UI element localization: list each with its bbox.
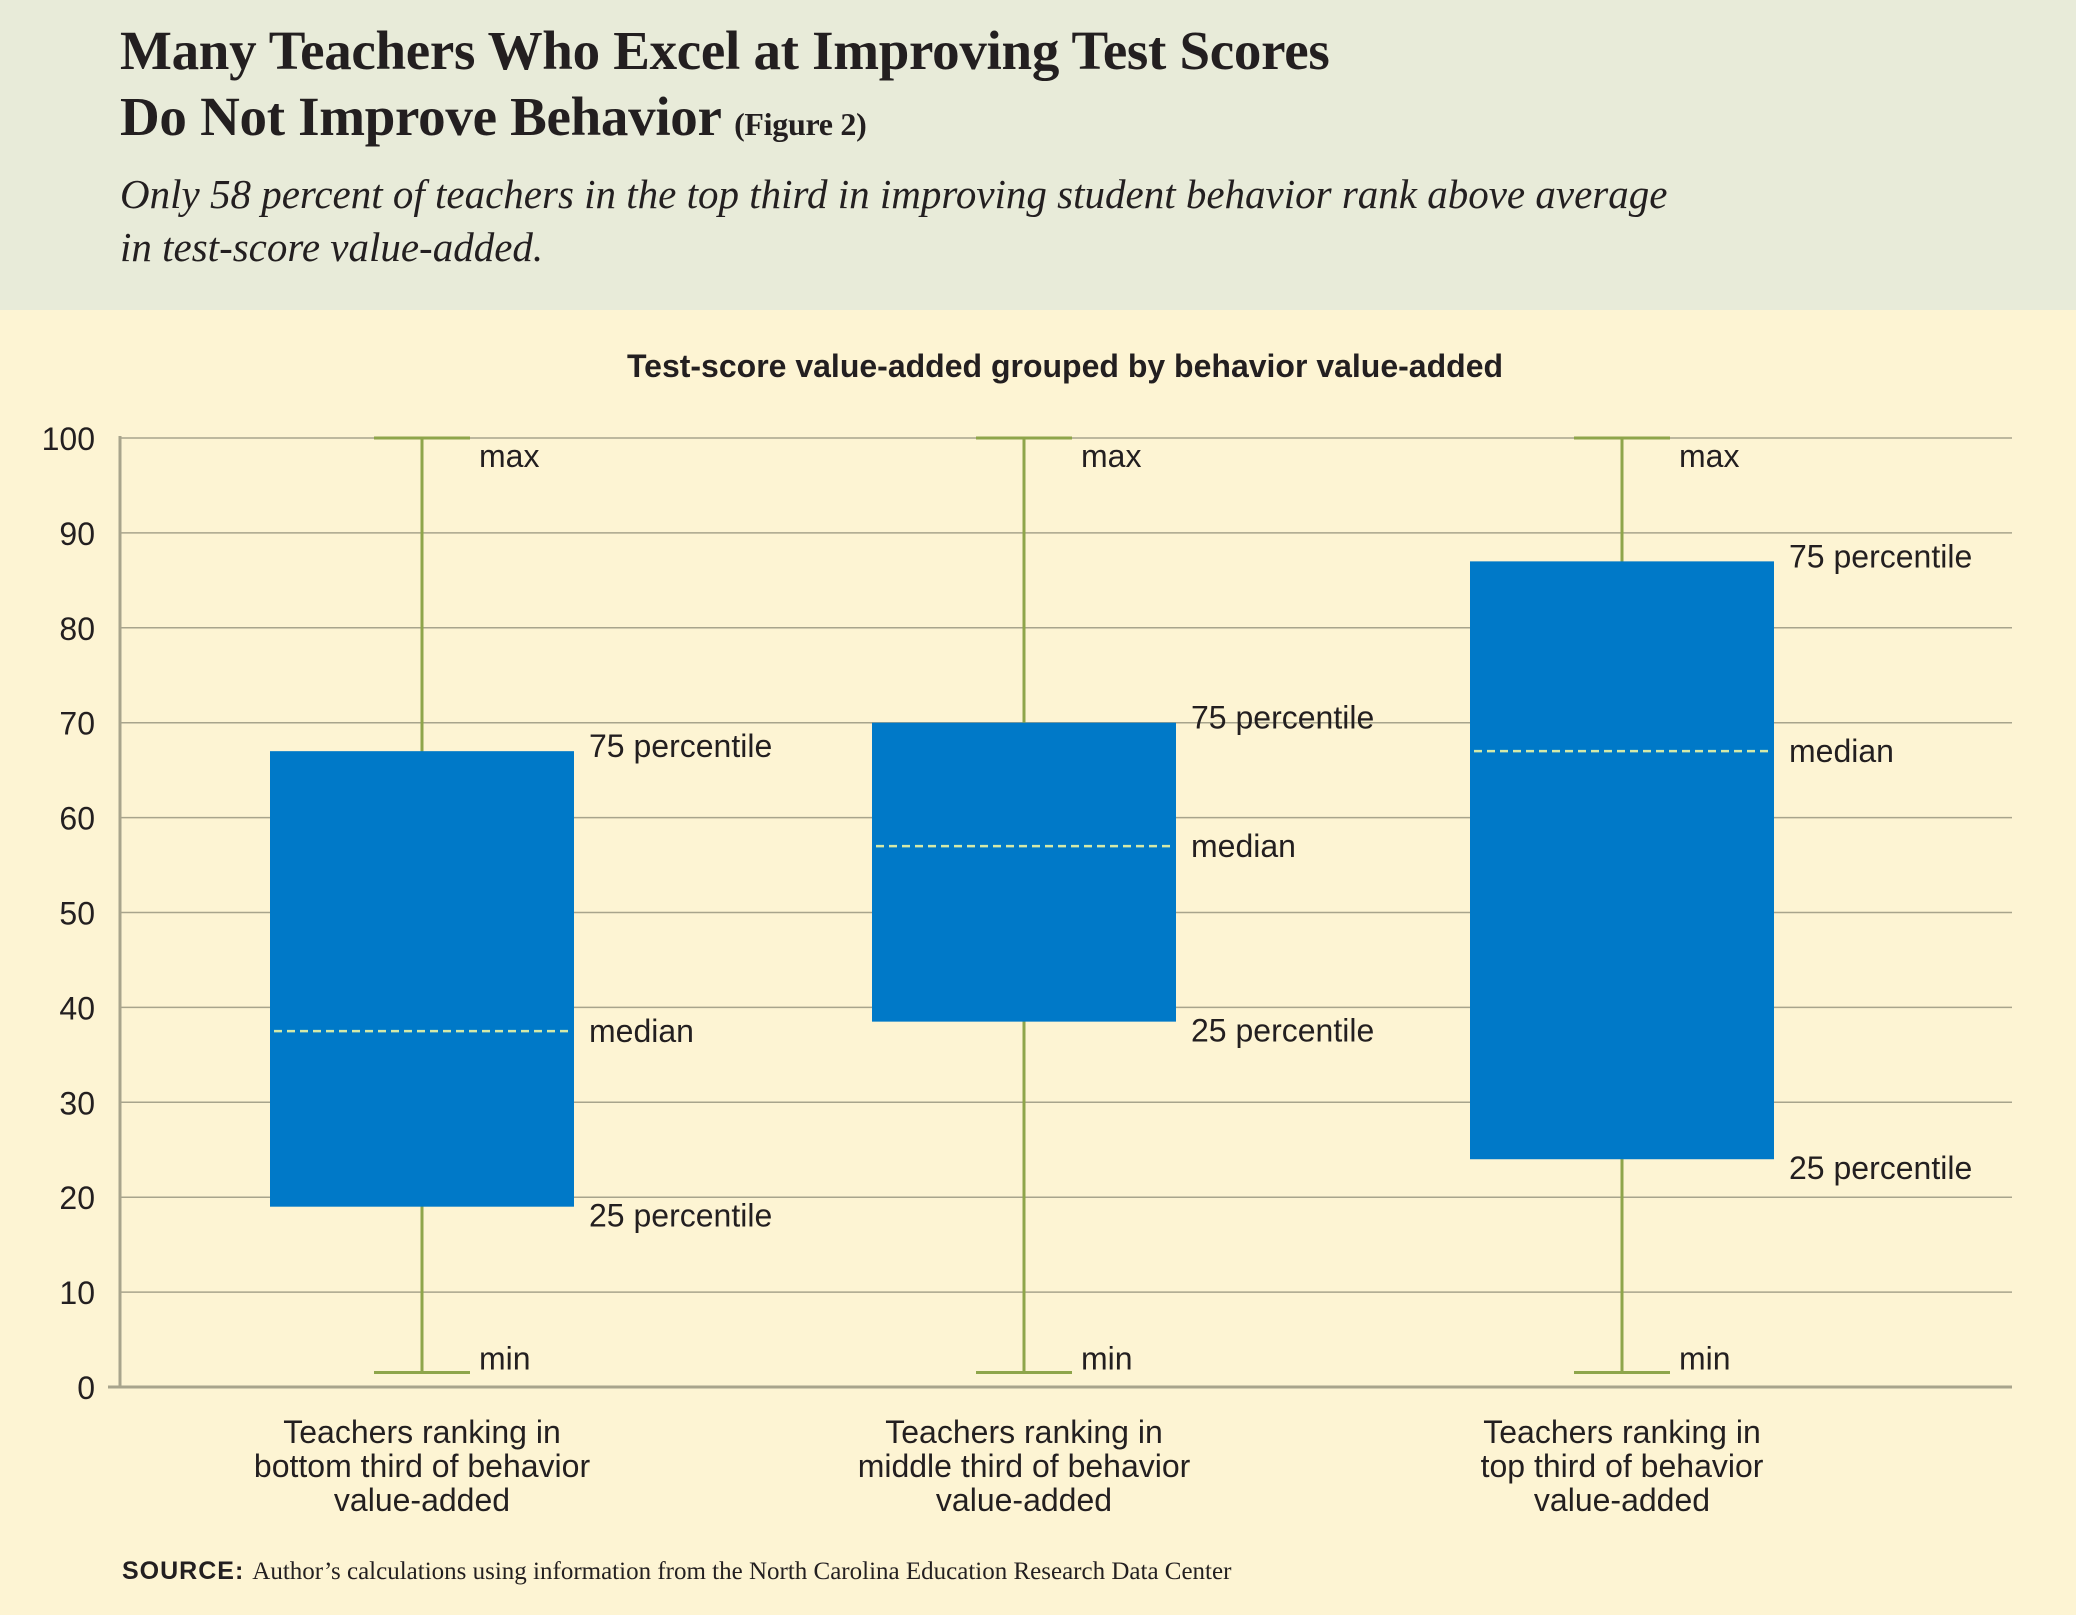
max-label: max — [1081, 438, 1141, 474]
source-label: SOURCE: — [122, 1557, 245, 1585]
category-label-line: value-added — [334, 1482, 510, 1518]
category-label-line: Teachers ranking in — [1483, 1414, 1760, 1450]
category-label-line: bottom third of behavior — [254, 1448, 591, 1484]
y-tick-label: 0 — [77, 1370, 95, 1406]
q3-label: 75 percentile — [1789, 538, 1972, 574]
y-tick-label: 50 — [59, 896, 95, 932]
y-tick-label: 30 — [59, 1085, 95, 1121]
q1-label: 25 percentile — [1191, 1013, 1374, 1049]
figure-subtitle: Only 58 percent of teachers in the top t… — [120, 171, 1668, 271]
category-label-line: value-added — [936, 1482, 1112, 1518]
category-labels: Teachers ranking in bottom third of behav… — [254, 1414, 1764, 1518]
figure-title-text: Many Teachers Who Excel at Improving Tes… — [120, 20, 1330, 147]
y-tick-label: 20 — [59, 1180, 95, 1216]
header-panel: Many Teachers Who Excel at Improving Tes… — [0, 0, 2076, 310]
min-label: min — [1081, 1341, 1133, 1377]
iqr-box — [872, 722, 1176, 1022]
iqr-box — [270, 751, 574, 1207]
source-note: SOURCE: Author’s calculations using infor… — [122, 1557, 1231, 1586]
q3-label: 75 percentile — [1191, 700, 1374, 736]
y-tick-label: 60 — [59, 801, 95, 837]
category-label-line: value-added — [1534, 1482, 1710, 1518]
min-label: min — [1679, 1341, 1731, 1377]
y-tick-label: 10 — [59, 1275, 95, 1311]
median-label: median — [1789, 733, 1894, 769]
box-annotations: max 75 percentile median 25 percentile min ma… — [479, 438, 1972, 1377]
median-label: median — [1191, 828, 1296, 864]
q1-label: 25 percentile — [1789, 1150, 1972, 1186]
y-tick-label: 100 — [42, 421, 95, 457]
category-label: Teachers ranking in top third of behavior… — [1481, 1414, 1764, 1518]
category-label-line: middle third of behavior — [858, 1448, 1191, 1484]
max-label: max — [479, 438, 539, 474]
min-label: min — [479, 1341, 531, 1377]
chart-title: Test-score value-added grouped by behavi… — [627, 348, 1503, 384]
category-label: Teachers ranking in bottom third of behav… — [254, 1414, 591, 1518]
y-tick-label: 40 — [59, 990, 95, 1026]
boxes — [270, 436, 1774, 1375]
boxplot-chart: Test-score value-added grouped by behavi… — [42, 348, 2012, 1518]
category-label-line: top third of behavior — [1481, 1448, 1764, 1484]
y-axis-tick-labels: 0 10 20 30 40 50 60 70 80 90 100 — [42, 421, 95, 1406]
y-tick-label: 80 — [59, 611, 95, 647]
max-label: max — [1679, 438, 1739, 474]
median-label: median — [589, 1013, 694, 1049]
figure-title: Many Teachers Who Excel at Improving Tes… — [120, 18, 1330, 150]
source-text: Author’s calculations using information … — [252, 1558, 1232, 1585]
y-tick-label: 90 — [59, 516, 95, 552]
q1-label: 25 percentile — [589, 1198, 772, 1234]
category-label: Teachers ranking in middle third of behav… — [858, 1414, 1191, 1518]
y-tick-label: 70 — [59, 706, 95, 742]
figure-number: (Figure 2) — [734, 106, 867, 142]
iqr-box — [1470, 561, 1774, 1160]
axes — [108, 436, 2012, 1389]
category-label-line: Teachers ranking in — [283, 1414, 560, 1450]
category-label-line: Teachers ranking in — [885, 1414, 1162, 1450]
q3-label: 75 percentile — [589, 728, 772, 764]
